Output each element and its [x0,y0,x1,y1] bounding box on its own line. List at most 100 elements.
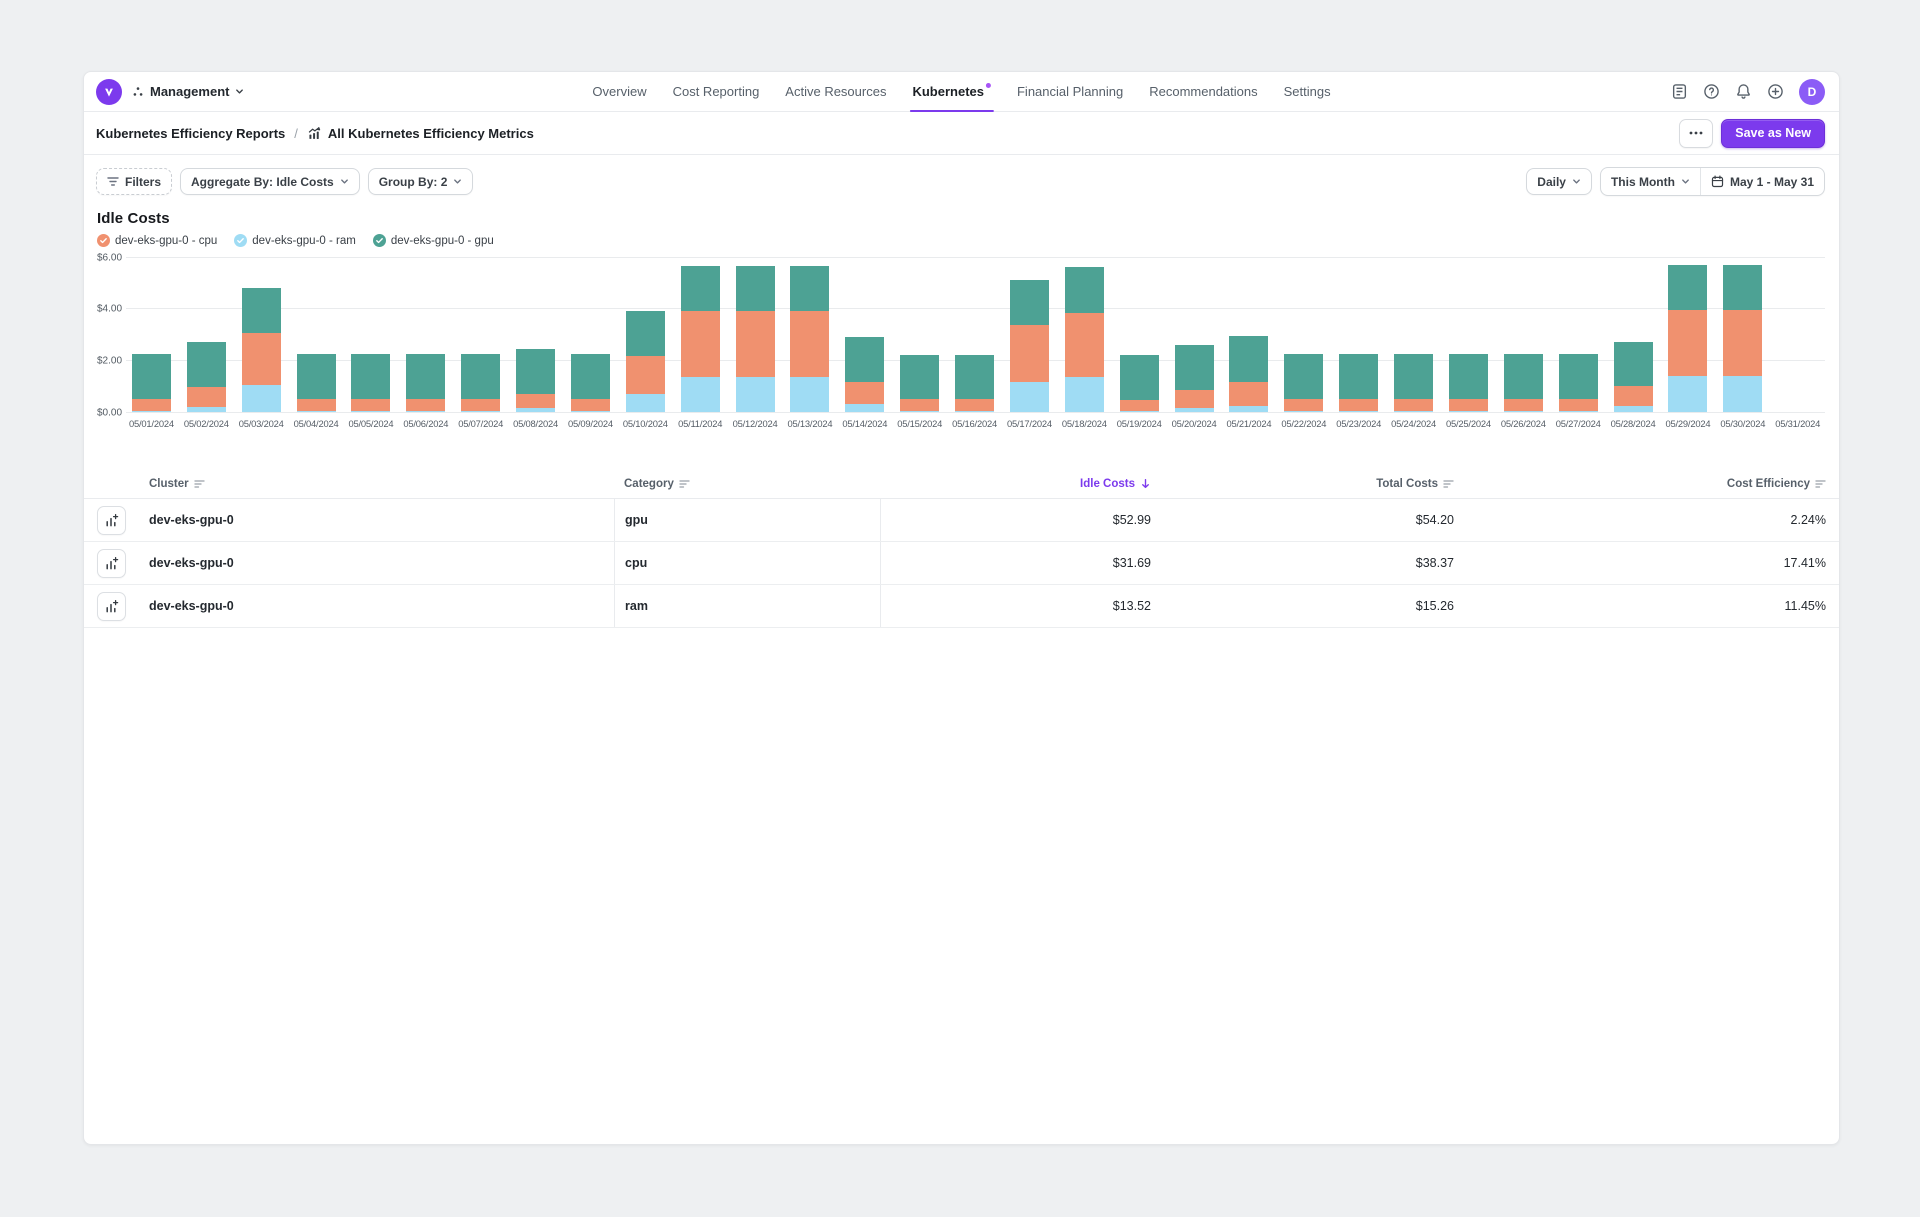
legend-item[interactable]: dev-eks-gpu-0 - ram [234,234,356,247]
column-header-total-costs[interactable]: Total Costs [1151,478,1454,490]
column-header-label: Cost Efficiency [1726,477,1810,490]
open-chart-button[interactable] [97,505,126,535]
stacked-bar-05/13/2024[interactable] [790,257,830,412]
stacked-bar-05/26/2024[interactable] [1503,257,1543,412]
chevron-down-icon [235,87,244,96]
workspace-switcher[interactable]: Management [132,84,244,99]
user-avatar[interactable]: D [1799,78,1825,105]
stacked-bar-05/22/2024[interactable] [1284,257,1324,412]
open-chart-button[interactable] [97,591,126,621]
filter-icon [107,176,119,187]
legend-item[interactable]: dev-eks-gpu-0 - gpu [372,234,494,247]
nav-item-financial-planning[interactable]: Financial Planning [1017,72,1123,111]
stacked-bar-05/02/2024[interactable] [186,257,226,412]
total-costs-cell: $15.26 [1415,599,1454,613]
nav-item-settings[interactable]: Settings [1284,72,1331,111]
notifications-bell-icon[interactable] [1735,83,1752,100]
column-header-category[interactable]: Category [614,478,881,490]
x-axis-tick-label: 05/08/2024 [513,418,559,429]
nav-item-overview[interactable]: Overview [592,72,646,111]
stacked-bar-05/23/2024[interactable] [1339,257,1379,412]
stacked-bar-05/30/2024[interactable] [1723,257,1763,412]
add-plus-circle-icon[interactable] [1767,83,1784,100]
stacked-bar-05/07/2024[interactable] [461,257,501,412]
sort-icon [679,479,690,489]
more-options-button[interactable] [1679,118,1714,148]
stacked-bar-05/28/2024[interactable] [1613,257,1653,412]
breadcrumb-current: All Kubernetes Efficiency Metrics [307,126,534,141]
breadcrumb-parent[interactable]: Kubernetes Efficiency Reports [96,125,286,141]
filters-toolbar: Filters Aggregate By: Idle Costs Group B… [84,155,1839,210]
x-axis-tick-label: 05/06/2024 [403,418,449,429]
bar-segment-ram [1394,410,1434,412]
period-preset-button[interactable]: This Month [1601,168,1700,195]
aggregate-by-button[interactable]: Aggregate By: Idle Costs [180,168,360,195]
nav-item-cost-reporting[interactable]: Cost Reporting [673,72,760,111]
bar-segment-ram [625,393,665,412]
stacked-bar-05/15/2024[interactable] [900,257,940,412]
bar-segment-gpu [1503,353,1543,400]
column-header-cluster[interactable]: Cluster [139,478,614,490]
stacked-bar-05/06/2024[interactable] [406,257,446,412]
column-header-idle-costs[interactable]: Idle Costs [881,478,1151,490]
bar-segment-cpu [296,399,336,411]
group-by-button[interactable]: Group By: 2 [367,168,474,195]
vantage-logo-icon[interactable] [96,78,122,105]
stacked-bar-05/16/2024[interactable] [955,257,995,412]
stacked-bar-05/21/2024[interactable] [1229,257,1269,412]
stacked-bar-05/05/2024[interactable] [351,257,391,412]
bar-segment-cpu [351,399,391,411]
stacked-bar-05/20/2024[interactable] [1174,257,1214,412]
stacked-bar-05/17/2024[interactable] [1009,257,1049,412]
help-icon[interactable] [1703,83,1720,100]
bar-segment-gpu [680,266,720,312]
table-row: dev-eks-gpu-0 ram $13.52 $15.26 11.45% [84,585,1839,628]
bar-slot [124,257,179,412]
nav-item-label: Financial Planning [1016,84,1124,99]
x-axis-tick-label: 05/26/2024 [1500,418,1546,429]
filters-label: Filters [125,174,162,189]
bar-segment-ram [1229,405,1269,412]
stacked-bar-05/12/2024[interactable] [735,257,775,412]
stacked-bar-05/31/2024[interactable] [1778,257,1817,412]
bar-segment-ram [845,404,885,412]
cluster-cell: dev-eks-gpu-0 [149,556,234,570]
stacked-bar-05/01/2024[interactable] [131,257,171,412]
nav-item-recommendations[interactable]: Recommendations [1149,72,1257,111]
stacked-bar-05/29/2024[interactable] [1668,257,1708,412]
stacked-bar-05/14/2024[interactable] [845,257,885,412]
stacked-bar-05/03/2024[interactable] [241,257,281,412]
bar-segment-gpu [570,353,610,400]
legend-item[interactable]: dev-eks-gpu-0 - cpu [97,234,217,247]
stacked-bar-05/27/2024[interactable] [1558,257,1598,412]
nav-item-active-resources[interactable]: Active Resources [785,72,886,111]
gridline [97,411,1825,413]
stacked-bar-05/10/2024[interactable] [625,257,665,412]
category-cell: ram [614,585,881,627]
docs-icon[interactable] [1671,83,1688,100]
x-axis-tick-label: 05/19/2024 [1116,418,1162,429]
bar-slot [1661,257,1716,412]
column-header-label: Category [624,477,674,490]
stacked-bar-05/25/2024[interactable] [1448,257,1488,412]
stacked-bar-05/24/2024[interactable] [1394,257,1434,412]
granularity-button[interactable]: Daily [1526,168,1592,195]
filters-button[interactable]: Filters [96,168,173,195]
bar-segment-gpu [186,342,226,388]
stacked-bar-05/09/2024[interactable] [570,257,610,412]
period-label: This Month [1610,174,1675,189]
nav-item-label: Cost Reporting [672,84,760,99]
stacked-bar-05/08/2024[interactable] [516,257,556,412]
stacked-bar-chart: $0.00 $2.00 $4.00 $6.00 [97,252,1825,418]
open-chart-button[interactable] [97,548,126,578]
stacked-bar-05/18/2024[interactable] [1064,257,1104,412]
stacked-bar-05/04/2024[interactable] [296,257,336,412]
save-as-new-button[interactable]: Save as New [1721,118,1825,148]
nav-item-kubernetes[interactable]: Kubernetes [909,72,994,112]
x-axis-tick-label: 05/30/2024 [1720,418,1766,429]
date-range-button[interactable]: May 1 - May 31 [1699,168,1824,195]
stacked-bar-05/11/2024[interactable] [680,257,720,412]
stacked-bar-05/19/2024[interactable] [1119,257,1159,412]
column-header-cost-efficiency[interactable]: Cost Efficiency [1454,478,1839,490]
legend-check-icon [234,234,248,247]
